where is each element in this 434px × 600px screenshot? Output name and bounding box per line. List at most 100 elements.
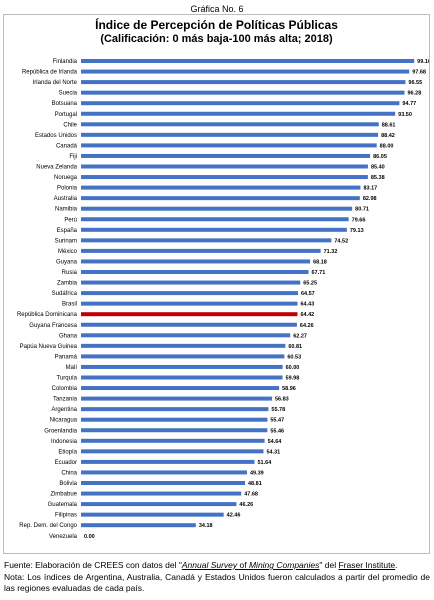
category-label: Nueva Zelanda — [36, 165, 77, 171]
bar — [81, 196, 360, 201]
value-label: 96.55 — [408, 80, 422, 86]
category-label: Rep. Dem. del Congo — [19, 523, 77, 529]
category-label: Zimbabue — [50, 492, 77, 498]
category-label: Filipinas — [55, 513, 77, 519]
value-label: 56.83 — [275, 397, 289, 403]
bar — [81, 364, 283, 369]
category-label: Canadá — [56, 143, 78, 149]
category-label: Botsuana — [52, 101, 78, 107]
value-label: 54.64 — [268, 439, 283, 445]
category-label: Estados Unidos — [35, 133, 77, 139]
bar — [81, 322, 297, 327]
category-label: Malí — [66, 365, 78, 371]
value-label: 58.96 — [282, 386, 296, 392]
bar — [81, 248, 321, 253]
source-mining-link[interactable]: Mining Companies — [248, 560, 320, 570]
value-label: 34.18 — [199, 523, 213, 529]
category-label: Guyana — [56, 259, 78, 265]
value-label: 88.61 — [382, 122, 396, 128]
category-label: Brasil — [62, 302, 77, 308]
bar — [81, 80, 406, 85]
value-label: 0.00 — [84, 534, 95, 540]
value-label: 55.78 — [271, 407, 285, 413]
category-label: Ecuador — [55, 460, 77, 466]
value-label: 86.05 — [373, 154, 387, 160]
value-label: 85.38 — [371, 175, 385, 181]
value-label: 64.26 — [300, 323, 314, 329]
value-label: 67.71 — [312, 270, 326, 276]
category-label: Tanzania — [53, 397, 78, 403]
note-text: Nota: Los índices de Argentina, Australi… — [4, 571, 430, 594]
category-label: República Dominicana — [17, 312, 78, 318]
bar — [81, 312, 298, 317]
value-label: 46.26 — [239, 502, 253, 508]
value-label: 79.66 — [352, 217, 366, 223]
value-label: 96.28 — [408, 91, 422, 97]
category-label: Venezuela — [49, 534, 78, 540]
category-label: Colombia — [52, 386, 78, 392]
category-label: Finlandia — [53, 59, 78, 65]
footnote: Fuente: Elaboración de CREES con datos d… — [4, 560, 430, 595]
value-label: 60.53 — [287, 354, 301, 360]
source-institute-link[interactable]: Fraser Institute — [338, 560, 396, 570]
bar — [81, 301, 298, 306]
source-middle: " del — [319, 560, 339, 570]
category-label: Perú — [64, 217, 77, 223]
bar — [81, 227, 347, 232]
value-label: 64.42 — [300, 312, 314, 318]
bar — [81, 291, 298, 296]
bar — [81, 491, 242, 496]
bar — [81, 333, 291, 338]
bar — [81, 90, 405, 95]
value-label: 88.42 — [381, 133, 395, 139]
bar — [81, 354, 285, 359]
bar — [81, 132, 379, 137]
bar — [81, 69, 410, 74]
bar — [81, 259, 311, 264]
chart-container: Índice de Percepción de Políticas Públic… — [3, 14, 430, 554]
category-label: República de Irlanda — [22, 70, 78, 76]
bar — [81, 375, 283, 380]
bar — [81, 59, 415, 63]
value-label: 65.25 — [303, 281, 317, 287]
category-label: México — [58, 249, 78, 255]
bar — [81, 417, 268, 422]
bar — [81, 523, 196, 528]
bar — [81, 111, 396, 116]
category-label: Indonesia — [51, 439, 78, 445]
category-label: Argentina — [51, 407, 77, 413]
category-label: China — [61, 470, 77, 476]
bar — [81, 101, 400, 106]
category-label: Namibia — [55, 207, 78, 213]
value-label: 48.81 — [248, 481, 262, 487]
bar — [81, 175, 368, 180]
category-label: Guatemala — [48, 502, 78, 508]
value-label: 47.68 — [244, 492, 258, 498]
value-label: 93.50 — [398, 112, 412, 118]
source-end: . — [395, 560, 398, 570]
value-label: 99.16 — [417, 59, 429, 65]
bar — [81, 153, 371, 158]
source-survey-link[interactable]: Annual Survey — [181, 560, 238, 570]
bar — [81, 481, 246, 485]
category-label: Sudáfrica — [52, 291, 78, 297]
value-label: 49.39 — [250, 470, 264, 476]
category-label: Groenlandia — [44, 428, 77, 434]
bar — [81, 280, 301, 285]
value-label: 94.77 — [402, 101, 416, 107]
category-label: Ghana — [59, 333, 78, 339]
bar-chart: Finlandia 99.16 República de Irlanda 97.68 I… — [17, 59, 429, 540]
value-label: 88.00 — [380, 143, 394, 149]
source-note: Fuente: Elaboración de CREES con datos d… — [4, 560, 430, 572]
category-label: Irlanda del Norte — [33, 80, 78, 86]
bar — [81, 238, 332, 243]
category-label: Panamá — [55, 354, 78, 360]
chart-subtitle: (Calificación: 0 más baja-100 más alta; … — [100, 33, 333, 45]
category-label: Noruega — [54, 175, 78, 181]
value-label: 68.18 — [313, 259, 327, 265]
bar — [81, 459, 255, 464]
bar — [81, 470, 247, 475]
value-label: 60.00 — [286, 365, 300, 371]
bar — [81, 122, 379, 127]
category-label: Nicaragua — [50, 418, 78, 424]
